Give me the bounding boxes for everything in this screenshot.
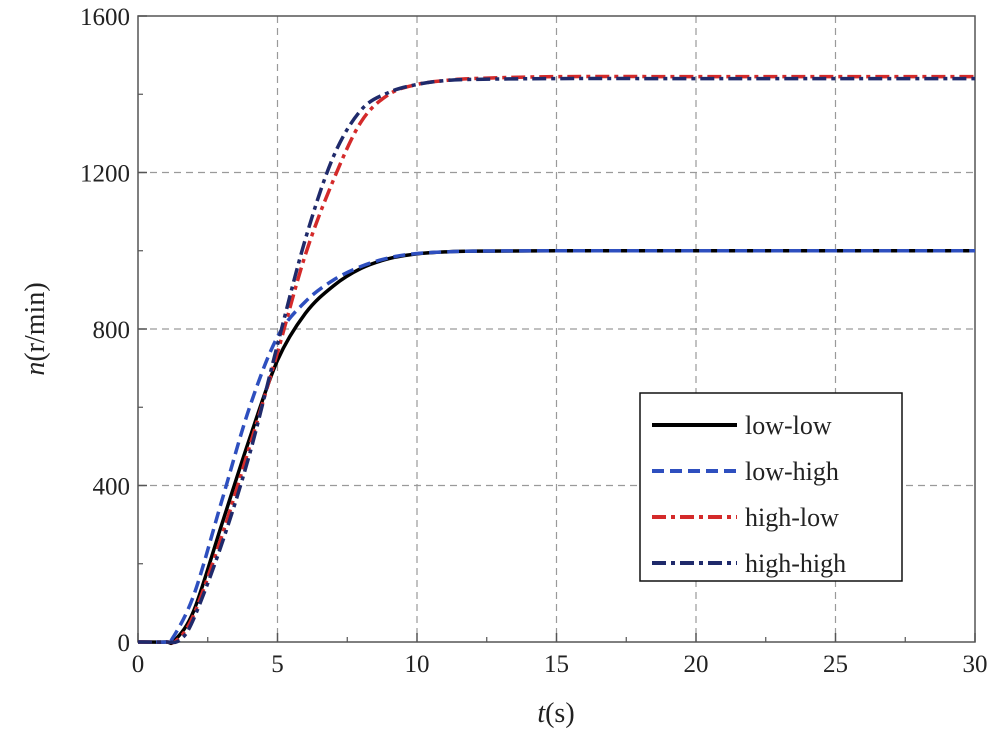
- x-tick-label: 0: [132, 651, 145, 678]
- x-axis-unit: (s): [545, 698, 575, 729]
- y-tick-label: 1600: [80, 4, 130, 31]
- legend: low-low low-high high-low high-high: [639, 392, 903, 582]
- series-layer: [137, 74, 975, 646]
- y-tick-label: 400: [93, 474, 131, 501]
- y-axis-unit: (r/min): [20, 282, 51, 361]
- x-tick-label: 10: [405, 651, 430, 678]
- series-line-high-high: [137, 76, 975, 645]
- series-line-high-low: [137, 74, 975, 645]
- x-tick-label: 20: [684, 651, 709, 678]
- x-tick-label: 5: [271, 651, 284, 678]
- x-axis-title: t(s): [537, 698, 574, 729]
- x-axis-var: t: [537, 698, 546, 729]
- y-axis-title: n(r/min): [20, 282, 51, 375]
- legend-label-high-high: high-high: [745, 549, 846, 578]
- series-line-low-high: [137, 248, 975, 646]
- x-tick-label: 30: [963, 651, 988, 678]
- tick-marks: [137, 15, 976, 643]
- y-tick-label: 800: [93, 317, 131, 344]
- legend-label-high-low: high-low: [745, 503, 839, 532]
- y-tick-label: 0: [118, 630, 131, 657]
- legend-label-low-high: low-high: [745, 457, 839, 486]
- legend-label-low-low: low-low: [745, 411, 832, 440]
- y-tick-label: 1200: [80, 161, 130, 188]
- x-tick-label: 15: [544, 651, 569, 678]
- x-tick-label: 25: [823, 651, 848, 678]
- tick-labels: 0 5 10 15 20 25 30 0 400 800 1200 1600: [80, 4, 988, 678]
- y-axis-var: n: [20, 362, 51, 376]
